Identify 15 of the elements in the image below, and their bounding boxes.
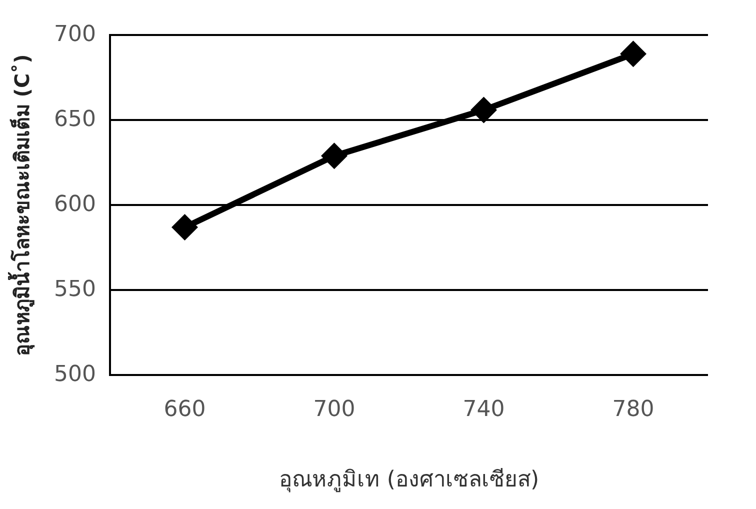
y-tick-label: 700 [54, 22, 96, 47]
point [322, 144, 346, 168]
x-axis-title: อุณหภูมิเท (องศาเซลเซียส) [278, 468, 540, 493]
point [621, 42, 646, 66]
y-tick-label: 600 [54, 192, 96, 217]
x-tick-label: 780 [612, 397, 654, 422]
point [472, 98, 496, 122]
x-tick-label: 700 [313, 397, 356, 422]
y-tick-label: 550 [54, 276, 96, 302]
y-axis-title: อุณหภูมิน้ำโลหะขณะเติมเต็ม (C˚) [7, 54, 36, 356]
point [172, 215, 197, 240]
y-tick-label: 500 [54, 362, 96, 387]
y-tick-label: 650 [54, 106, 96, 132]
x-tick-label: 740 [462, 397, 505, 422]
x-tick-label: 660 [164, 397, 206, 422]
